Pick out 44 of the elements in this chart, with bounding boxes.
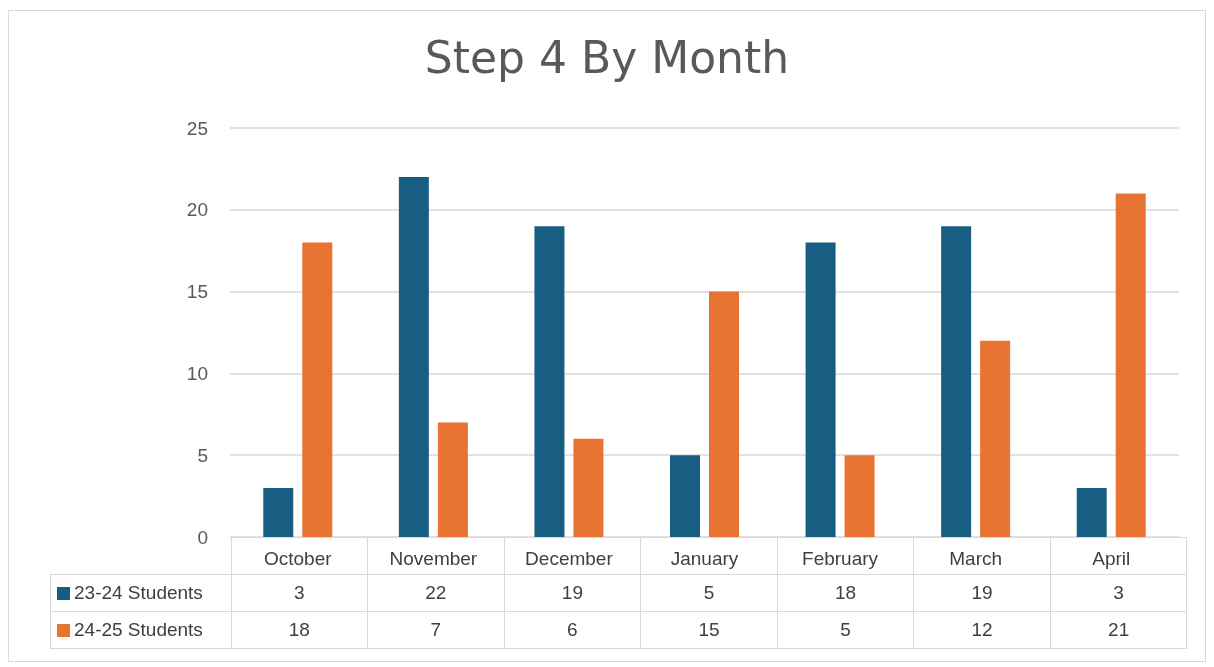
y-tick-label: 0	[197, 526, 208, 548]
y-tick-label: 25	[186, 117, 208, 139]
bar	[437, 422, 468, 537]
x-tick-label: December	[525, 548, 614, 569]
bar	[844, 455, 875, 537]
bar	[263, 487, 294, 537]
data-label: 7	[367, 611, 505, 649]
x-tick-label: April	[1092, 548, 1131, 569]
y-tick-label: 5	[197, 444, 208, 466]
data-label: 15	[640, 611, 778, 649]
data-label: 18	[231, 611, 368, 649]
data-label: 6	[504, 611, 641, 649]
data-label: 18	[777, 574, 914, 612]
data-label: 19	[913, 574, 1051, 612]
y-tick-label: 15	[186, 281, 208, 303]
data-label: 5	[777, 611, 914, 649]
bar	[302, 242, 333, 537]
data-label: 19	[504, 574, 641, 612]
legend-label: 24-25 Students	[74, 619, 203, 640]
x-tick-label: October	[263, 548, 333, 569]
data-label: 22	[367, 574, 505, 612]
bar	[573, 438, 604, 537]
bar	[1115, 193, 1146, 537]
bar	[709, 291, 739, 537]
chart-title: Step 4 By Month	[424, 31, 790, 83]
y-tick-label: 10	[186, 362, 208, 384]
bar	[670, 455, 700, 537]
legend-label: 23-24 Students	[74, 582, 203, 603]
x-tick-label: March	[949, 548, 1003, 569]
x-tick-label: February	[802, 548, 879, 569]
data-label: 3	[231, 574, 368, 612]
y-tick-label: 20	[186, 199, 208, 221]
bar	[805, 242, 836, 537]
x-tick-label: January	[670, 548, 739, 569]
bar	[398, 177, 429, 537]
data-label: 3	[1050, 574, 1187, 612]
data-label: 5	[640, 574, 778, 612]
bar	[980, 340, 1011, 537]
data-label: 12	[913, 611, 1051, 649]
bar	[941, 226, 972, 537]
x-tick-label: November	[389, 548, 478, 569]
bar	[534, 226, 565, 537]
data-label: 21	[1050, 611, 1187, 649]
bar	[1076, 487, 1107, 537]
